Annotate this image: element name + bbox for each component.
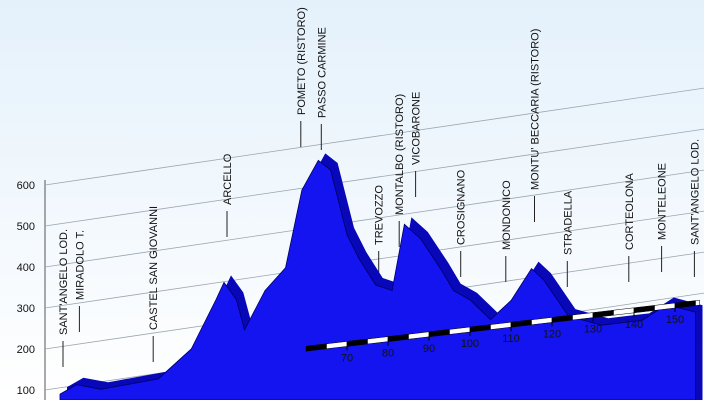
x-axis-strip	[695, 299, 700, 306]
place-label: MONTELEONE	[657, 163, 669, 240]
x-tick-label: 110	[502, 333, 520, 345]
place-label: ARCELLO	[222, 153, 234, 205]
place-label: PASSO CARMINE	[316, 27, 328, 118]
place-label: POMETO (RISTORO)	[296, 7, 308, 115]
place-label: SANT'ANGELO LOD.	[689, 139, 701, 245]
place-label: TREVOZZO	[374, 185, 386, 245]
y-tick-label: 100	[17, 385, 35, 397]
place-label: CROSIGNANO	[456, 169, 468, 245]
grid-line	[44, 87, 704, 186]
x-tick-label: 70	[341, 352, 353, 364]
place-label: MIRADOLO T.	[74, 230, 86, 300]
place-label: STRADELLA	[562, 190, 574, 255]
x-tick-label: 100	[461, 338, 479, 350]
x-tick-label: 150	[666, 314, 684, 326]
grid-line	[44, 210, 704, 309]
elevation-profile	[59, 159, 696, 400]
place-label: CASTEL SAN GIOVANNI	[148, 206, 160, 330]
x-tick-label: 130	[584, 324, 602, 336]
x-tick-label: 90	[423, 343, 435, 355]
y-tick-label: 500	[17, 221, 35, 233]
place-label: VICOBARONE	[411, 92, 423, 165]
place-label: MONTU' BECCARIA (RISTORO)	[530, 29, 542, 190]
place-label: CORTEOLONA	[624, 173, 636, 250]
y-tick-label: 200	[17, 344, 35, 356]
place-label: MONDONICO	[501, 180, 513, 250]
x-tick-label: 120	[543, 328, 561, 340]
place-label: SANT'ANGELO LOD.	[58, 229, 70, 335]
y-tick-label: 400	[17, 262, 35, 274]
x-tick-label: 140	[625, 319, 643, 331]
grid-line	[44, 128, 704, 227]
place-label: MONTALBO (RISTORO)	[394, 94, 406, 215]
grid-line	[44, 169, 704, 268]
y-tick-label: 300	[17, 303, 35, 315]
y-tick-label: 600	[17, 180, 35, 192]
x-tick-label: 80	[382, 348, 394, 360]
